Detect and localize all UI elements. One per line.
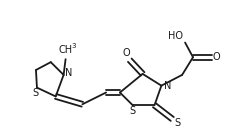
Text: O: O [213, 52, 220, 62]
Text: S: S [32, 87, 38, 98]
Text: N: N [164, 81, 171, 91]
Text: S: S [130, 106, 136, 116]
Text: 3: 3 [71, 43, 76, 49]
Text: O: O [122, 48, 130, 58]
Text: HO: HO [168, 31, 183, 41]
Text: CH: CH [58, 45, 73, 55]
Text: S: S [174, 118, 180, 128]
Text: N: N [65, 68, 72, 78]
